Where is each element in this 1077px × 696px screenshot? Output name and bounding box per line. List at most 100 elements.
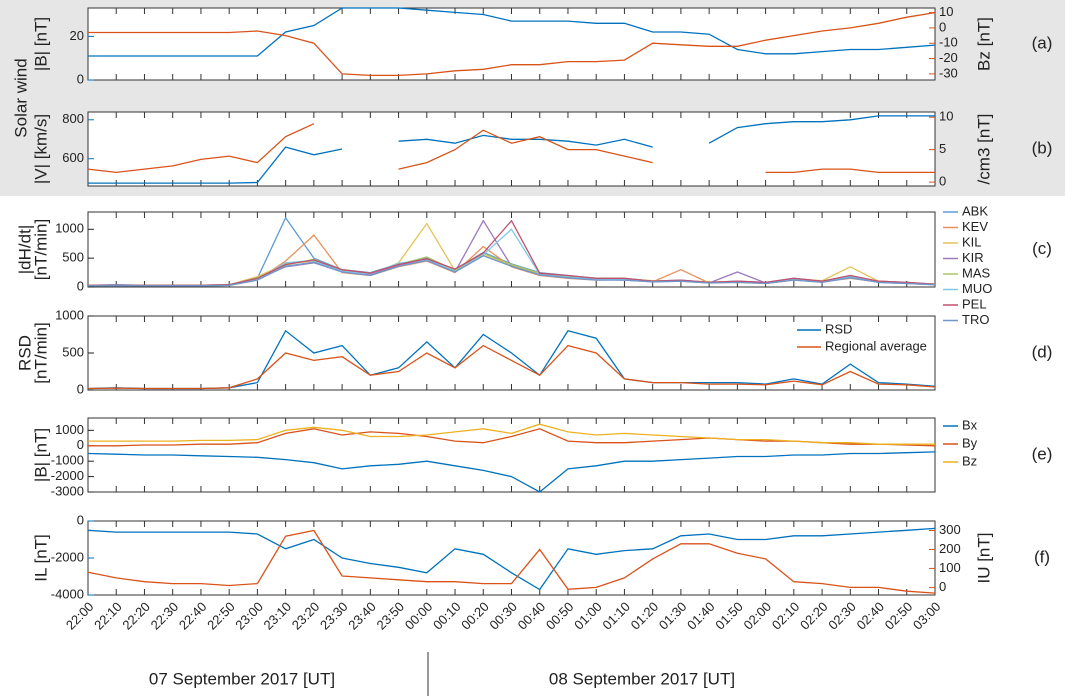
panel-label: (f) [1034, 547, 1050, 566]
legend-box [793, 322, 931, 358]
date-label: 07 September 2017 [UT] [149, 669, 335, 688]
y-tick-label: -1000 [51, 453, 84, 468]
y2-tick-label: 100 [939, 560, 961, 575]
x-tick-label: 01:40 [684, 599, 718, 633]
y-axis-label: [nT/min] [31, 219, 50, 280]
x-tick-label: 01:20 [628, 599, 662, 633]
series-line [88, 7, 936, 57]
x-tick-label: 00:20 [458, 599, 492, 633]
legend-label: MAS [962, 265, 991, 280]
y-axis-label: |B| [nT] [31, 428, 50, 482]
y-tick-label: -4000 [51, 586, 84, 601]
legend-label: KIR [962, 250, 984, 265]
x-tick-label: 01:00 [571, 599, 605, 633]
legend-label: By [962, 435, 978, 450]
x-tick-label: 23:00 [232, 599, 266, 633]
y-tick-label: -2000 [51, 549, 84, 564]
y-axis-label: |B| [nT] [31, 17, 50, 71]
series-line [87, 529, 936, 594]
legend-label: RSD [825, 321, 852, 336]
series-line [88, 255, 936, 287]
x-tick-label: 23:50 [373, 599, 407, 633]
panel-label: (e) [1032, 444, 1053, 463]
y2-tick-label: -10 [939, 35, 958, 50]
y-tick-label: 0 [77, 437, 84, 452]
series-line [87, 451, 936, 493]
x-tick-label: 02:00 [741, 599, 775, 633]
series-line [87, 344, 936, 390]
y-axis-label: IL [nT] [31, 534, 50, 582]
x-tick-label: 23:20 [289, 599, 323, 633]
panel-label: (d) [1032, 342, 1053, 361]
y-tick-label: 500 [62, 344, 84, 359]
y2-tick-label: 300 [939, 522, 961, 537]
y-tick-label: 20 [70, 28, 84, 43]
legend-label: Bx [962, 417, 978, 432]
group-label: Solar wind [11, 58, 30, 137]
y2-tick-label: 200 [939, 541, 961, 556]
y2-tick-label: 5 [939, 141, 946, 156]
y2-axis-label: IU [nT] [974, 532, 993, 583]
y-tick-label: 0 [77, 71, 84, 86]
y-tick-label: 0 [77, 381, 84, 396]
x-tick-label: 00:40 [515, 599, 549, 633]
legend-label: KIL [962, 234, 982, 249]
y-tick-label: -3000 [51, 483, 84, 498]
x-tick-label: 01:10 [599, 599, 633, 633]
x-tick-label: 22:30 [148, 599, 182, 633]
panel-label: (b) [1032, 138, 1053, 157]
y-axis-label: RSD [15, 335, 34, 371]
x-tick-label: 23:40 [345, 599, 379, 633]
x-tick-label: 01:50 [712, 599, 746, 633]
x-tick-label: 02:20 [797, 599, 831, 633]
x-tick-label: 02:40 [853, 599, 887, 633]
legend-label: MUO [962, 281, 992, 296]
x-tick-label: 23:10 [261, 599, 295, 633]
x-tick-label: 03:00 [910, 599, 944, 633]
y-tick-label: 0 [77, 278, 84, 293]
y2-tick-label: 0 [939, 579, 946, 594]
legend-label: Bz [962, 453, 977, 468]
x-tick-label: 22:10 [91, 599, 125, 633]
x-tick-label: 22:00 [63, 599, 97, 633]
plot-area [87, 111, 936, 187]
y-axis-label: |V| [km/s] [31, 114, 50, 184]
y-tick-label: 1000 [55, 307, 84, 322]
y-axis-label: |dH/dt| [15, 225, 34, 274]
x-tick-label: 00:50 [543, 599, 577, 633]
x-tick-label: 22:50 [204, 599, 238, 633]
date-label: 08 September 2017 [UT] [549, 669, 735, 688]
x-tick-label: 01:30 [656, 599, 690, 633]
x-tick-label: 23:30 [317, 599, 351, 633]
y-tick-label: -2000 [51, 468, 84, 483]
y-tick-label: 500 [62, 250, 84, 265]
x-tick-label: 00:00 [402, 599, 436, 633]
legend-label: PEL [962, 296, 987, 311]
y-tick-label: 800 [62, 111, 84, 126]
x-tick-label: 22:40 [176, 599, 210, 633]
legend-label: KEV [962, 219, 988, 234]
y2-tick-label: 0 [939, 174, 946, 189]
panel-label: (c) [1032, 239, 1052, 258]
y-tick-label: 1000 [55, 221, 84, 236]
x-tick-label: 00:30 [486, 599, 520, 633]
x-tick-label: 02:10 [769, 599, 803, 633]
y2-tick-label: 0 [939, 19, 946, 34]
y2-axis-label: /cm3 [nT] [974, 114, 993, 185]
y2-tick-label: -30 [939, 65, 958, 80]
plot-area [87, 7, 936, 81]
series-line [87, 123, 935, 174]
y2-axis-label: Bz [nT] [974, 17, 993, 71]
series-line [88, 11, 936, 77]
panel-label: (a) [1032, 33, 1053, 52]
y2-tick-label: 10 [939, 109, 953, 124]
y-tick-label: 600 [62, 150, 84, 165]
y2-tick-label: 10 [939, 4, 953, 19]
x-tick-label: 22:20 [119, 599, 153, 633]
x-tick-label: 02:50 [882, 599, 916, 633]
series-line [87, 527, 936, 591]
legend-label: ABK [962, 203, 988, 218]
y2-tick-label: -20 [939, 50, 958, 65]
y-tick-label: 1000 [55, 422, 84, 437]
